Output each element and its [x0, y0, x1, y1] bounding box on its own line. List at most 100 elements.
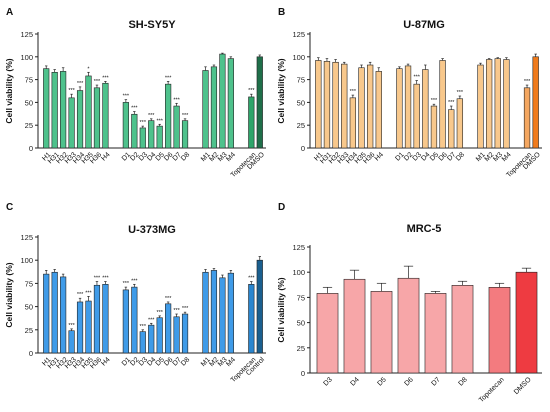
panel-a-y-tick-label: 25	[25, 121, 33, 130]
panel-b-sig-label: ***	[350, 89, 357, 95]
panel-c-bar-h1	[43, 273, 50, 354]
panel-d-letter: D	[278, 202, 285, 213]
panel-a-y-tick-label: 100	[20, 53, 33, 62]
panel-d-y-tick-label: 75	[297, 293, 305, 302]
panel-a-bar-h33	[68, 97, 75, 149]
panel-c-bar-d6	[165, 303, 172, 354]
panel-c-letter: C	[6, 202, 13, 213]
panel-b-x-tick-label: D4	[420, 151, 431, 162]
panel-a-y-tick-label: 75	[25, 76, 33, 85]
panel-a-bar-d6	[165, 83, 172, 149]
panel-b-x-tick-label: D3	[412, 151, 423, 162]
panel-c-bar-d7	[173, 316, 180, 354]
panel-c-sig-label: ***	[94, 276, 101, 282]
panel-a-bar-h1	[43, 68, 50, 149]
panel-c-x-tick-label: M2	[208, 356, 220, 368]
panel-b-bar-d4	[422, 69, 429, 149]
panel-b-bar-h35	[358, 67, 365, 149]
panel-d-y-axis-label: Cell viability (%)	[276, 277, 286, 342]
panel-b-x-tick-label: H4	[374, 151, 385, 162]
panel-b-y-axis-label: Cell viability (%)	[276, 58, 286, 123]
panel-d-bar-d4	[343, 278, 366, 374]
panel-d-title: MRC-5	[407, 223, 442, 235]
panel-b-x-tick-label: M2	[484, 151, 496, 163]
panel-c-x-tick-label: H4	[100, 356, 111, 367]
panel-d-y-tick-label: 0	[301, 369, 305, 378]
panel-d-x-tick-label: D6	[403, 376, 414, 387]
panel-b-letter: B	[278, 7, 285, 18]
panel-d-x-tick-label: D7	[430, 376, 441, 387]
panel-c-x-tick-label: D2	[129, 356, 140, 367]
panel-c-sig-label: ***	[173, 308, 180, 314]
panel-c-x-tick-label: M1	[200, 356, 212, 368]
panel-d-x-tick-label: D5	[376, 376, 387, 387]
panel-a-x-tick-label: D8	[180, 151, 191, 162]
panel-d-x-tick-label: D4	[349, 376, 360, 387]
panel-a-sig-label: ***	[248, 88, 255, 94]
panel-a-sig-label: ***	[182, 113, 189, 119]
panel-b-bar-m1	[477, 64, 484, 149]
panel-a-sig-label: ***	[156, 118, 163, 124]
panel-a-bar-d5	[156, 125, 163, 149]
panel-c-sig-label: ***	[165, 296, 172, 302]
panel-d-bar-d7	[424, 293, 447, 374]
panel-a-y-tick-label: 0	[29, 144, 33, 153]
panel-d-y-tick-label: 25	[297, 344, 305, 353]
panel-c-x-tick-label: M3	[217, 356, 229, 368]
panel-a-bar-h35	[85, 75, 92, 149]
panel-c-bar-h34	[76, 301, 84, 354]
panel-b-bar-h31	[323, 61, 331, 149]
panel-c-bar-control	[256, 259, 263, 354]
panel-a-sig-label: *	[87, 66, 90, 72]
panel-a-bar-d3	[139, 127, 146, 149]
panel-b-y-tick-label: 50	[297, 98, 305, 107]
panel-b-x-tick-label: M4	[501, 151, 513, 163]
panel-a-bar-d1	[122, 102, 129, 149]
panel-b-bar-h34	[349, 97, 357, 149]
panel-c-sig-label: ***	[248, 276, 255, 282]
panel-a-x-tick-label: D3	[138, 151, 149, 162]
panel-c-bar-h36	[93, 284, 101, 354]
panel-c-y-tick-label: 0	[29, 349, 33, 358]
panel-a-y-axis-label: Cell viability (%)	[4, 58, 14, 123]
panel-c-sig-label: ***	[68, 323, 75, 329]
panel-c-bar-d3	[139, 331, 146, 354]
panel-b-bar-d8	[456, 98, 464, 149]
panel-c-x-tick-label: D5	[155, 356, 166, 367]
panel-b-x-tick-label: D2	[403, 151, 414, 162]
panel-a-sig-label: ***	[173, 97, 180, 103]
panel-c-title: U-373MG	[128, 224, 176, 236]
panel-b-bar-d3	[413, 83, 420, 149]
panel-c-bar-h4	[102, 284, 109, 354]
panel-c-x-tick-label: D8	[180, 356, 191, 367]
panel-d-y-tick-label: 50	[297, 319, 305, 328]
panel-b-x-tick-label: M3	[492, 151, 504, 163]
panel-d-bar-d6	[397, 277, 420, 374]
panel-c-bar-m3	[219, 277, 226, 354]
panel-d-y-tick-label: 100	[292, 268, 305, 277]
panel-c-bar-topotecan	[248, 284, 255, 354]
panel-b-x-tick-label: D6	[438, 151, 449, 162]
panel-b-bar-m2	[485, 59, 493, 149]
panel-b-bar-d7	[448, 109, 455, 149]
panel-b-bar-d5	[430, 105, 438, 149]
panel-c-x-tick-label: D3	[138, 356, 149, 367]
panel-a-bar-d7	[173, 105, 180, 149]
panel-a-x-tick-label: D7	[172, 151, 183, 162]
panel-c-sig-label: ***	[85, 290, 92, 296]
panel-c-bar-d5	[156, 317, 163, 354]
panel-a-y-tick-label: 50	[25, 98, 33, 107]
panel-c-y-tick-label: 100	[20, 256, 33, 265]
panel-c-bar-h31	[51, 271, 58, 354]
panel-c-bar-d4	[148, 324, 155, 354]
panel-b-bar-h32	[332, 61, 339, 149]
panel-a-bar-h34	[76, 90, 84, 149]
panel-b-sig-label: ***	[457, 90, 464, 96]
panel-c-sig-label: ***	[156, 310, 163, 316]
panel-a-bar-h4	[102, 82, 109, 149]
panel-b-x-tick-label: M1	[475, 151, 487, 163]
panel-b-y-tick-label: 100	[292, 53, 305, 62]
panel-c-bar-h32	[60, 276, 67, 354]
panel-c-sig-label: ***	[131, 278, 138, 284]
